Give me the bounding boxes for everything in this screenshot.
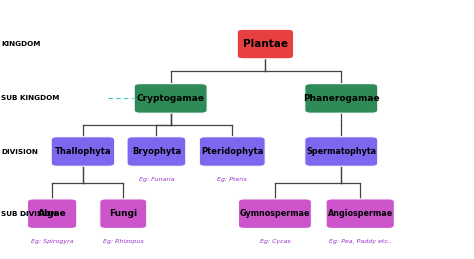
- Text: Cryptogamae: Cryptogamae: [137, 94, 205, 103]
- Text: Angiospermae: Angiospermae: [328, 209, 393, 218]
- Text: Pteridophyta: Pteridophyta: [201, 147, 264, 156]
- Text: Bryophyta: Bryophyta: [132, 147, 181, 156]
- Text: Eg: Spirogyra: Eg: Spirogyra: [31, 239, 73, 244]
- Text: Eg: Cycas: Eg: Cycas: [260, 239, 290, 244]
- Text: SUB DIVISION: SUB DIVISION: [1, 211, 57, 217]
- Text: DIVISION: DIVISION: [1, 148, 38, 155]
- Text: Eg: Rhizopus: Eg: Rhizopus: [103, 239, 144, 244]
- Text: Fungi: Fungi: [109, 209, 137, 218]
- Text: Phanerogamae: Phanerogamae: [303, 94, 380, 103]
- FancyBboxPatch shape: [134, 84, 207, 113]
- FancyBboxPatch shape: [305, 84, 378, 113]
- Text: Gymnospermae: Gymnospermae: [240, 209, 310, 218]
- FancyBboxPatch shape: [199, 137, 265, 166]
- Text: Spermatophyta: Spermatophyta: [306, 147, 376, 156]
- FancyBboxPatch shape: [127, 137, 186, 166]
- FancyBboxPatch shape: [100, 199, 147, 228]
- FancyBboxPatch shape: [27, 199, 77, 228]
- Text: Thallophyta: Thallophyta: [55, 147, 111, 156]
- FancyBboxPatch shape: [237, 29, 294, 59]
- FancyBboxPatch shape: [238, 199, 311, 228]
- Text: KINGDOM: KINGDOM: [1, 41, 40, 47]
- FancyBboxPatch shape: [326, 199, 394, 228]
- FancyBboxPatch shape: [51, 137, 115, 166]
- Text: Eg: Pteris: Eg: Pteris: [217, 177, 247, 182]
- Text: Plantae: Plantae: [243, 39, 288, 49]
- Text: Algae: Algae: [38, 209, 66, 218]
- Text: Eg: Funaria: Eg: Funaria: [138, 177, 174, 182]
- FancyBboxPatch shape: [305, 137, 378, 166]
- Text: Eg: Pea, Paddy etc..: Eg: Pea, Paddy etc..: [329, 239, 392, 244]
- Text: SUB KINGDOM: SUB KINGDOM: [1, 95, 59, 102]
